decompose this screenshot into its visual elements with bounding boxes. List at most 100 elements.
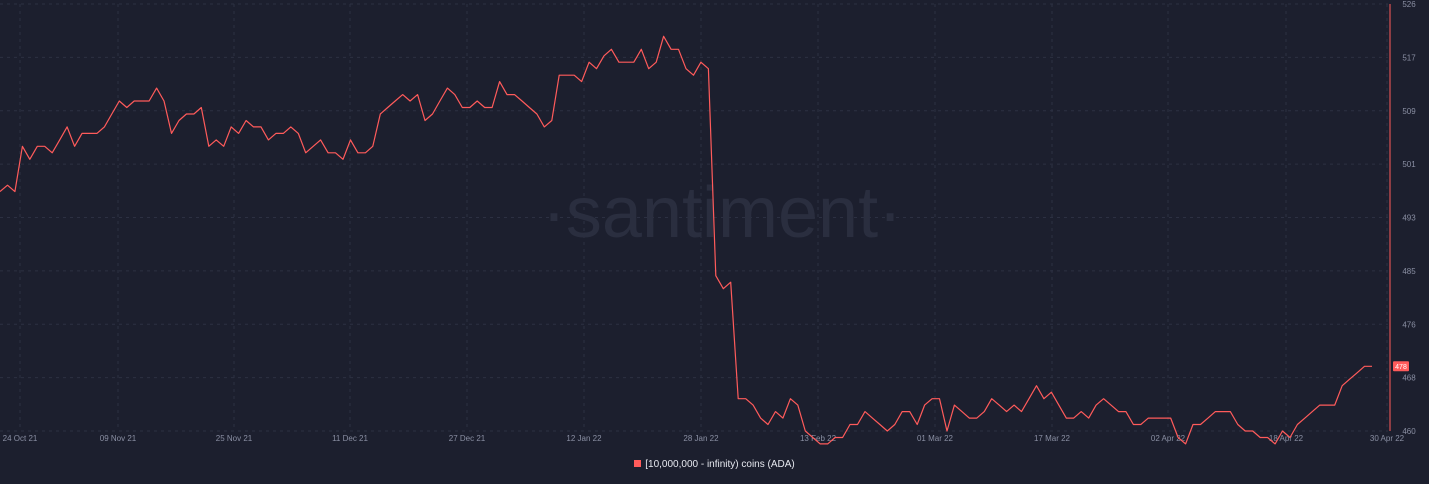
series-point [983, 410, 986, 413]
series-point [133, 100, 136, 103]
series-point [1296, 423, 1299, 426]
series-point [192, 113, 195, 116]
y-tick-label: 517 [1402, 53, 1416, 62]
series-point [558, 74, 561, 77]
series-point [1184, 442, 1187, 445]
series-point [1154, 417, 1157, 420]
series-point [953, 404, 956, 407]
series-point [737, 397, 740, 400]
series-point [506, 93, 509, 96]
series-point [588, 61, 591, 64]
series-point [677, 48, 680, 51]
series-point [1057, 404, 1060, 407]
series-point [1065, 417, 1068, 420]
series-point [752, 404, 755, 407]
series-point [1028, 397, 1031, 400]
series-point [931, 397, 934, 400]
series-point [849, 423, 852, 426]
series-point [535, 113, 538, 116]
series-point [1251, 430, 1254, 433]
series-point [1281, 430, 1284, 433]
series-point [468, 106, 471, 109]
x-tick-label: 24 Oct 21 [3, 434, 38, 443]
series-point [252, 125, 255, 128]
series-point [1162, 417, 1165, 420]
series-point [685, 67, 688, 70]
series-point [1311, 410, 1314, 413]
series-point [804, 430, 807, 433]
series-point [58, 138, 61, 141]
series-point [230, 125, 233, 128]
series-point [774, 410, 777, 413]
series-point [1207, 417, 1210, 420]
series-point [1177, 436, 1180, 439]
x-tick-label: 30 Apr 22 [1370, 434, 1405, 443]
series-point [356, 151, 359, 154]
series-point [140, 100, 143, 103]
series-point [1080, 410, 1083, 413]
series-point [1214, 410, 1217, 413]
series-point [901, 410, 904, 413]
series-point [438, 100, 441, 103]
series-point [1274, 442, 1277, 445]
series-point [625, 61, 628, 64]
series-point [781, 417, 784, 420]
series-point [274, 132, 277, 135]
series-point [334, 151, 337, 154]
series-point [946, 430, 949, 433]
series-point [1087, 417, 1090, 420]
series-point [699, 61, 702, 64]
series-point [1236, 423, 1239, 426]
series-point [759, 417, 762, 420]
series-point [304, 151, 307, 154]
series-point [923, 404, 926, 407]
series-point [789, 397, 792, 400]
series-point [1244, 430, 1247, 433]
series-point [878, 423, 881, 426]
series-point [1005, 410, 1008, 413]
series-point [1259, 436, 1262, 439]
series-point [938, 397, 941, 400]
series-point [178, 119, 181, 122]
last-value-badge-bg [1393, 361, 1409, 372]
series-point [647, 67, 650, 70]
series-point [1095, 404, 1098, 407]
series-point [207, 145, 210, 148]
legend-swatch [634, 460, 642, 467]
series-point [1169, 417, 1172, 420]
x-tick-label: 25 Nov 21 [216, 434, 253, 443]
series-point [893, 423, 896, 426]
x-tick-label: 18 Apr 22 [1269, 434, 1304, 443]
legend[interactable]: [10,000,000 - infinity) coins (ADA) [0, 459, 1429, 470]
watermark-text: ·santiment· [542, 173, 902, 253]
series-point [819, 442, 822, 445]
series-point [371, 145, 374, 148]
series-point [66, 125, 69, 128]
series-point [990, 397, 993, 400]
series-point [476, 100, 479, 103]
series-point [796, 404, 799, 407]
y-tick-label: 509 [1402, 107, 1416, 116]
series-point [125, 106, 128, 109]
series-point [110, 113, 113, 116]
series-point [483, 106, 486, 109]
x-tick-label: 09 Nov 21 [100, 434, 137, 443]
series-point [6, 184, 9, 187]
series-point [13, 190, 16, 193]
series-point [21, 145, 24, 148]
series-point [714, 274, 717, 277]
x-tick-label: 01 Mar 22 [917, 434, 954, 443]
series-point [1371, 365, 1374, 368]
series-point [1199, 423, 1202, 426]
series-point [1318, 404, 1321, 407]
series-point [401, 93, 404, 96]
last-value-badge: 478 [1393, 361, 1409, 372]
series-point [1229, 410, 1232, 413]
series-point [95, 132, 98, 135]
series-point [968, 417, 971, 420]
series-point [640, 48, 643, 51]
series-point [1050, 391, 1053, 394]
series-point [864, 410, 867, 413]
series-point [729, 281, 732, 284]
